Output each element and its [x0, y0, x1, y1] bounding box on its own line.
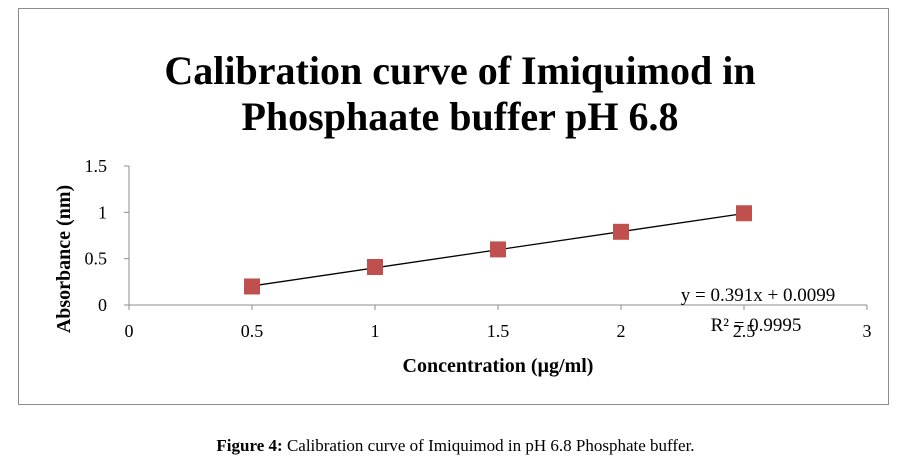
chart-title-line: Phosphaate buffer pH 6.8	[241, 94, 678, 139]
data-points	[244, 205, 752, 295]
y-tick-label: 0.5	[85, 249, 108, 269]
trendline-equation: y = 0.391x + 0.0099	[681, 285, 835, 306]
data-point	[490, 241, 506, 258]
chart-title-line: Calibration curve of Imiquimod in	[164, 48, 755, 93]
x-tick-label: 0.5	[241, 321, 264, 341]
x-tick-label: 3	[863, 321, 872, 341]
x-tick-label: 2.5	[733, 321, 756, 341]
x-axis-title: Concentration (µg/ml)	[403, 355, 594, 377]
y-tick-label: 1.5	[85, 156, 108, 176]
x-tick-label: 1.5	[487, 321, 510, 341]
data-point	[244, 278, 260, 295]
caption-label: Figure 4:	[216, 436, 283, 455]
axis-labels: Concentration (µg/ml) Absorbance (nm)	[53, 185, 593, 377]
x-tick-label: 0	[125, 321, 134, 341]
data-point	[613, 223, 629, 240]
axes: 0 0.5 1 1.5 0 0.5 1 1.5 2 2.5 3	[85, 156, 872, 341]
chart-title: Calibration curve of Imiquimod inPhospha…	[164, 48, 755, 139]
trendline-r-squared: R² = 0.9995	[711, 315, 802, 336]
y-tick-label: 0	[98, 295, 107, 315]
y-tick-label: 1	[98, 202, 107, 222]
caption-text: Calibration curve of Imiquimod in pH 6.8…	[282, 436, 695, 455]
y-axis-title: Absorbance (nm)	[53, 185, 75, 333]
data-point	[736, 205, 752, 222]
figure-caption: Figure 4: Calibration curve of Imiquimod…	[0, 436, 911, 456]
chart: Calibration curve of Imiquimod inPhospha…	[53, 48, 872, 377]
x-tick-label: 2	[617, 321, 626, 341]
trendline-annotations: y = 0.391x + 0.0099 R² = 0.9995	[681, 285, 835, 336]
x-tick-label: 1	[371, 321, 380, 341]
data-point	[367, 259, 383, 276]
